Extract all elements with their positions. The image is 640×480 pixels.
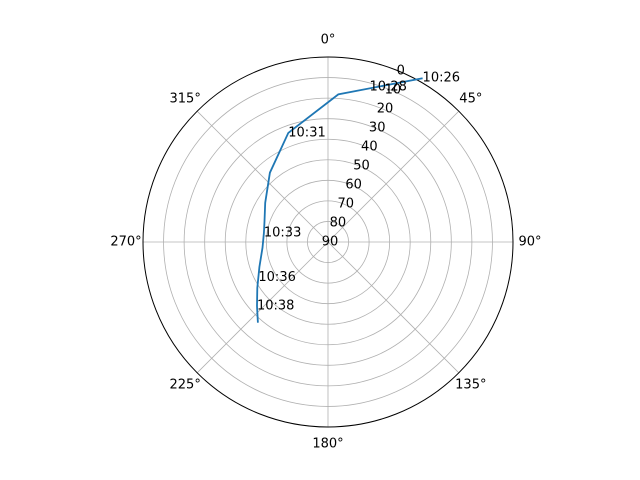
theta-tick-labels: 0° 45° 90° 135° 180° 225° 270° 315°	[110, 33, 541, 452]
theta-tick-label: 135°	[455, 377, 486, 392]
theta-tick-label: 45°	[459, 92, 482, 107]
radial-tick-label: 90	[322, 235, 339, 250]
radial-tick-label: 80	[330, 216, 347, 231]
radial-tick-label: 10	[385, 83, 402, 98]
radial-tick-label: 20	[377, 102, 394, 117]
angular-gridline	[327, 241, 460, 374]
theta-tick-label: 225°	[170, 377, 201, 392]
radial-tick-label: 0	[397, 64, 405, 79]
theta-tick-label: 90°	[518, 235, 541, 250]
series-line	[256, 77, 423, 323]
radial-tick-label: 30	[369, 121, 386, 136]
angular-gridline	[327, 110, 460, 243]
theta-tick-label: 315°	[170, 92, 201, 107]
time-annotation: 10:28	[369, 80, 406, 95]
annotation-layer: 10:26 10:28 10:31 10:33 10:36 10:38	[257, 71, 460, 314]
time-annotation: 10:33	[264, 225, 301, 240]
time-annotation: 10:26	[423, 71, 460, 86]
time-annotation: 10:38	[257, 298, 294, 313]
series-layer	[256, 77, 423, 323]
theta-tick-label: 180°	[312, 437, 343, 452]
angular-gridline	[196, 241, 329, 374]
time-annotation: 10:31	[288, 125, 325, 140]
angular-gridline	[196, 110, 329, 243]
theta-tick-label: 0°	[321, 33, 336, 48]
time-annotation: 10:36	[258, 270, 295, 285]
polar-frame	[142, 56, 514, 428]
grid-layer	[142, 56, 514, 428]
radial-tick-label: 40	[361, 140, 378, 155]
radial-tick-label: 50	[353, 159, 370, 174]
radial-tick-labels: 0 10 20 30 40 50 60 70 80 90	[322, 64, 405, 250]
radial-tick-label: 60	[345, 178, 362, 193]
theta-tick-label: 270°	[110, 235, 141, 250]
radial-tick-label: 70	[337, 197, 354, 212]
